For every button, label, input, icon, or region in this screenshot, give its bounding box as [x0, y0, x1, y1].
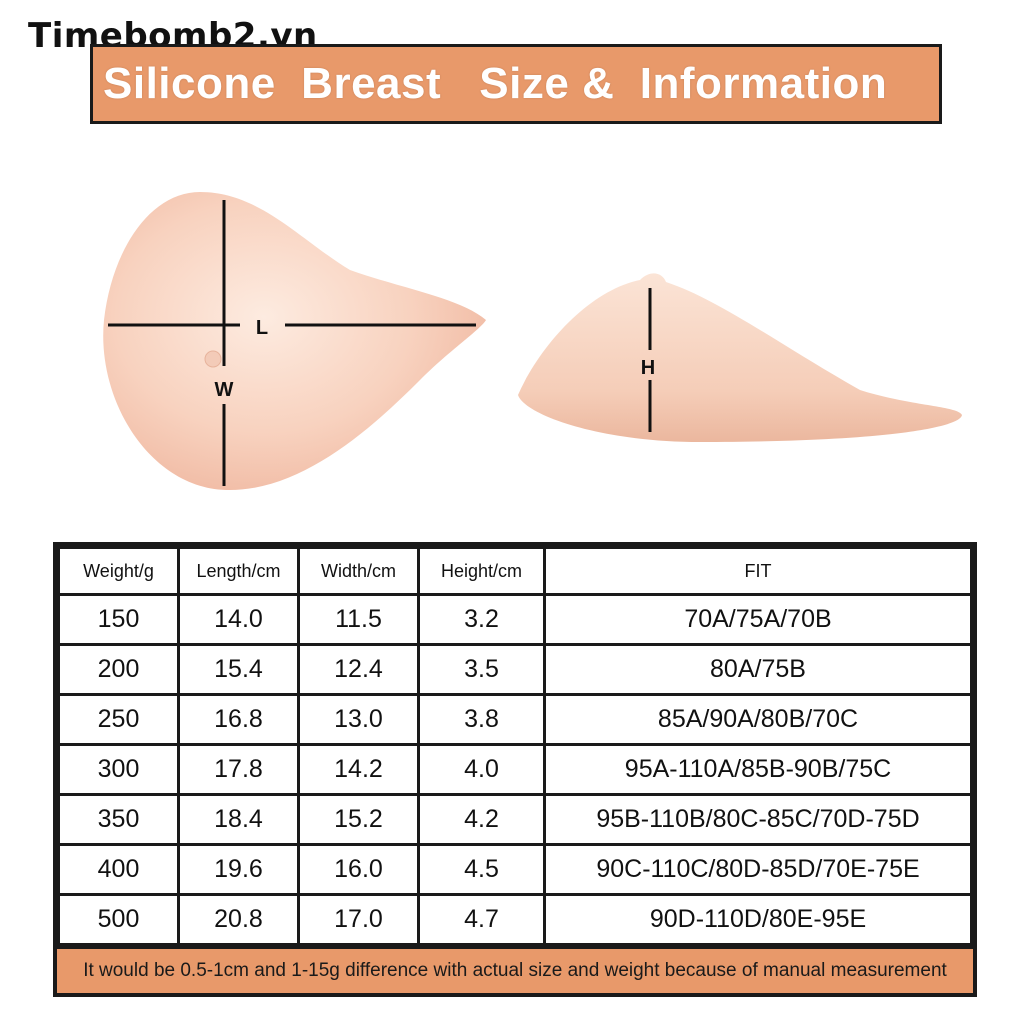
cell-height: 3.5: [417, 643, 546, 696]
cell-width: 14.2: [297, 743, 420, 796]
header-width: Width/cm: [297, 546, 420, 596]
front-view: L W: [103, 192, 486, 491]
cell-length: 20.8: [177, 893, 300, 946]
cell-weight: 150: [57, 593, 180, 646]
cell-width: 16.0: [297, 843, 420, 896]
table-row: 300 17.8 14.2 4.0 95A-110A/85B-90B/75C: [57, 743, 973, 796]
cell-length: 14.0: [177, 593, 300, 646]
cell-height: 4.7: [417, 893, 546, 946]
cell-fit: 85A/90A/80B/70C: [543, 693, 973, 746]
cell-length: 16.8: [177, 693, 300, 746]
cell-fit: 90C-110C/80D-85D/70E-75E: [543, 843, 973, 896]
cell-fit: 95B-110B/80C-85C/70D-75D: [543, 793, 973, 846]
header-length: Length/cm: [177, 546, 300, 596]
cell-length: 18.4: [177, 793, 300, 846]
title-banner: Silicone Breast Size & Information: [90, 44, 942, 124]
nipple-dot: [204, 350, 222, 368]
cell-weight: 500: [57, 893, 180, 946]
cell-weight: 300: [57, 743, 180, 796]
cell-height: 3.2: [417, 593, 546, 646]
cell-weight: 400: [57, 843, 180, 896]
cell-weight: 350: [57, 793, 180, 846]
cell-width: 12.4: [297, 643, 420, 696]
cell-length: 15.4: [177, 643, 300, 696]
cell-height: 4.2: [417, 793, 546, 846]
label-height: H: [641, 357, 655, 379]
cell-width: 11.5: [297, 593, 420, 646]
table-row: 200 15.4 12.4 3.5 80A/75B: [57, 643, 973, 696]
product-illustration: L W H: [103, 192, 962, 491]
cell-weight: 200: [57, 643, 180, 696]
cell-height: 3.8: [417, 693, 546, 746]
page-title: Silicone Breast Size & Information: [103, 59, 888, 108]
cell-height: 4.5: [417, 843, 546, 896]
cell-length: 19.6: [177, 843, 300, 896]
cell-width: 13.0: [297, 693, 420, 746]
front-view-shape: [103, 192, 486, 491]
table-row: 500 20.8 17.0 4.7 90D-110D/80E-95E: [57, 893, 973, 946]
header-height: Height/cm: [417, 546, 546, 596]
cell-fit: 70A/75A/70B: [543, 593, 973, 646]
side-view-shape: [518, 273, 962, 442]
cell-height: 4.0: [417, 743, 546, 796]
label-length: L: [256, 317, 268, 339]
cell-width: 15.2: [297, 793, 420, 846]
table-row: 250 16.8 13.0 3.8 85A/90A/80B/70C: [57, 693, 973, 746]
table-row: 400 19.6 16.0 4.5 90C-110C/80D-85D/70E-7…: [57, 843, 973, 896]
measurement-note: It would be 0.5-1cm and 1-15g difference…: [57, 946, 973, 993]
cell-fit: 80A/75B: [543, 643, 973, 696]
label-width: W: [215, 379, 234, 401]
table-row: 150 14.0 11.5 3.2 70A/75A/70B: [57, 593, 973, 646]
header-weight: Weight/g: [57, 546, 180, 596]
cell-width: 17.0: [297, 893, 420, 946]
cell-length: 17.8: [177, 743, 300, 796]
header-fit: FIT: [543, 546, 973, 596]
cell-weight: 250: [57, 693, 180, 746]
cell-fit: 95A-110A/85B-90B/75C: [543, 743, 973, 796]
cell-fit: 90D-110D/80E-95E: [543, 893, 973, 946]
table-header-row: Weight/g Length/cm Width/cm Height/cm FI…: [57, 546, 973, 596]
side-view: H: [518, 273, 962, 442]
size-table: Weight/g Length/cm Width/cm Height/cm FI…: [53, 542, 977, 997]
table-row: 350 18.4 15.2 4.2 95B-110B/80C-85C/70D-7…: [57, 793, 973, 846]
